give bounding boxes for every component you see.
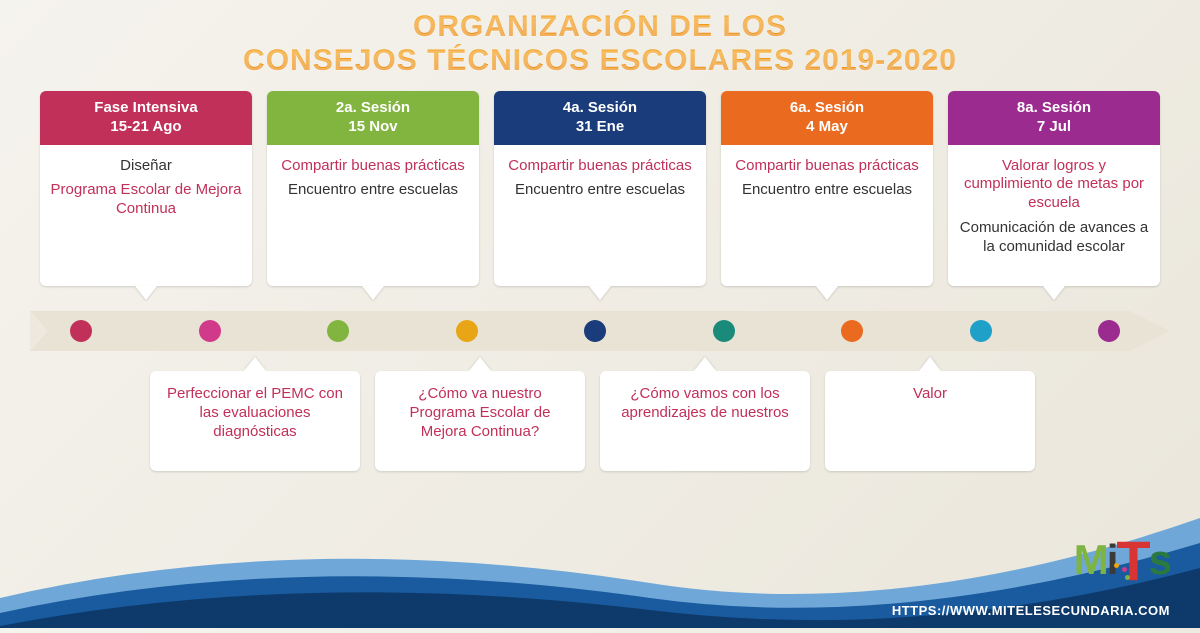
arrow-notch bbox=[30, 311, 48, 351]
timeline-dot-3 bbox=[456, 320, 478, 342]
bottom-card-3: Valor bbox=[825, 371, 1035, 471]
speech-tail-up-icon bbox=[919, 357, 941, 371]
title-line-1: ORGANIZACIÓN DE LOS bbox=[0, 10, 1200, 44]
timeline-dot-7 bbox=[970, 320, 992, 342]
card-header: 4a. Sesión31 Ene bbox=[494, 91, 706, 145]
footer-url: HTTPS://WWW.MITELESECUNDARIA.COM bbox=[892, 603, 1170, 618]
timeline-dot-2 bbox=[327, 320, 349, 342]
speech-tail-up-icon bbox=[469, 357, 491, 371]
timeline-dot-5 bbox=[713, 320, 735, 342]
card-body: Compartir buenas prácticasEncuentro entr… bbox=[494, 145, 706, 219]
timeline-dot-1 bbox=[199, 320, 221, 342]
main-title: ORGANIZACIÓN DE LOS CONSEJOS TÉCNICOS ES… bbox=[0, 0, 1200, 83]
logo-dots-icon bbox=[1112, 561, 1132, 581]
wave-decoration bbox=[0, 448, 1200, 628]
arrow-head-icon bbox=[1130, 311, 1170, 351]
card-body: Valorar logros y cumplimiento de metas p… bbox=[948, 145, 1160, 275]
bottom-card-1: ¿Cómo va nuestro Programa Escolar de Mej… bbox=[375, 371, 585, 471]
timeline-dots bbox=[70, 311, 1120, 351]
bottom-card-2: ¿Cómo vamos con los aprendizajes de nues… bbox=[600, 371, 810, 471]
timeline-dot-8 bbox=[1098, 320, 1120, 342]
speech-tail-icon bbox=[1043, 286, 1065, 300]
card-header: 8a. Sesión7 Jul bbox=[948, 91, 1160, 145]
card-header: Fase Intensiva15-21 Ago bbox=[40, 91, 252, 145]
card-body: DiseñarPrograma Escolar de Mejora Contin… bbox=[40, 145, 252, 237]
logo: MiTs bbox=[1074, 528, 1170, 593]
timeline-arrow bbox=[30, 311, 1170, 351]
speech-tail-icon bbox=[135, 286, 157, 300]
card-header: 6a. Sesión4 May bbox=[721, 91, 933, 145]
session-card-4: 8a. Sesión7 JulValorar logros y cumplimi… bbox=[948, 91, 1160, 286]
session-card-0: Fase Intensiva15-21 AgoDiseñarPrograma E… bbox=[40, 91, 252, 286]
title-line-2: CONSEJOS TÉCNICOS ESCOLARES 2019-2020 bbox=[0, 44, 1200, 78]
top-cards-row: Fase Intensiva15-21 AgoDiseñarPrograma E… bbox=[30, 91, 1170, 286]
bottom-card-0: Perfeccionar el PEMC con las evaluacione… bbox=[150, 371, 360, 471]
bottom-cards-row: Perfeccionar el PEMC con las evaluacione… bbox=[140, 371, 1160, 471]
session-card-3: 6a. Sesión4 MayCompartir buenas práctica… bbox=[721, 91, 933, 286]
speech-tail-icon bbox=[816, 286, 838, 300]
timeline-dot-0 bbox=[70, 320, 92, 342]
logo-letter-m: M bbox=[1074, 536, 1107, 583]
speech-tail-icon bbox=[589, 286, 611, 300]
card-body: Compartir buenas prácticasEncuentro entr… bbox=[721, 145, 933, 219]
speech-tail-icon bbox=[362, 286, 384, 300]
card-body: Compartir buenas prácticasEncuentro entr… bbox=[267, 145, 479, 219]
speech-tail-up-icon bbox=[244, 357, 266, 371]
card-header: 2a. Sesión15 Nov bbox=[267, 91, 479, 145]
logo-letter-s: s bbox=[1149, 536, 1170, 583]
session-card-1: 2a. Sesión15 NovCompartir buenas práctic… bbox=[267, 91, 479, 286]
timeline-dot-4 bbox=[584, 320, 606, 342]
timeline: Fase Intensiva15-21 AgoDiseñarPrograma E… bbox=[30, 91, 1170, 471]
session-card-2: 4a. Sesión31 EneCompartir buenas práctic… bbox=[494, 91, 706, 286]
timeline-dot-6 bbox=[841, 320, 863, 342]
speech-tail-up-icon bbox=[694, 357, 716, 371]
